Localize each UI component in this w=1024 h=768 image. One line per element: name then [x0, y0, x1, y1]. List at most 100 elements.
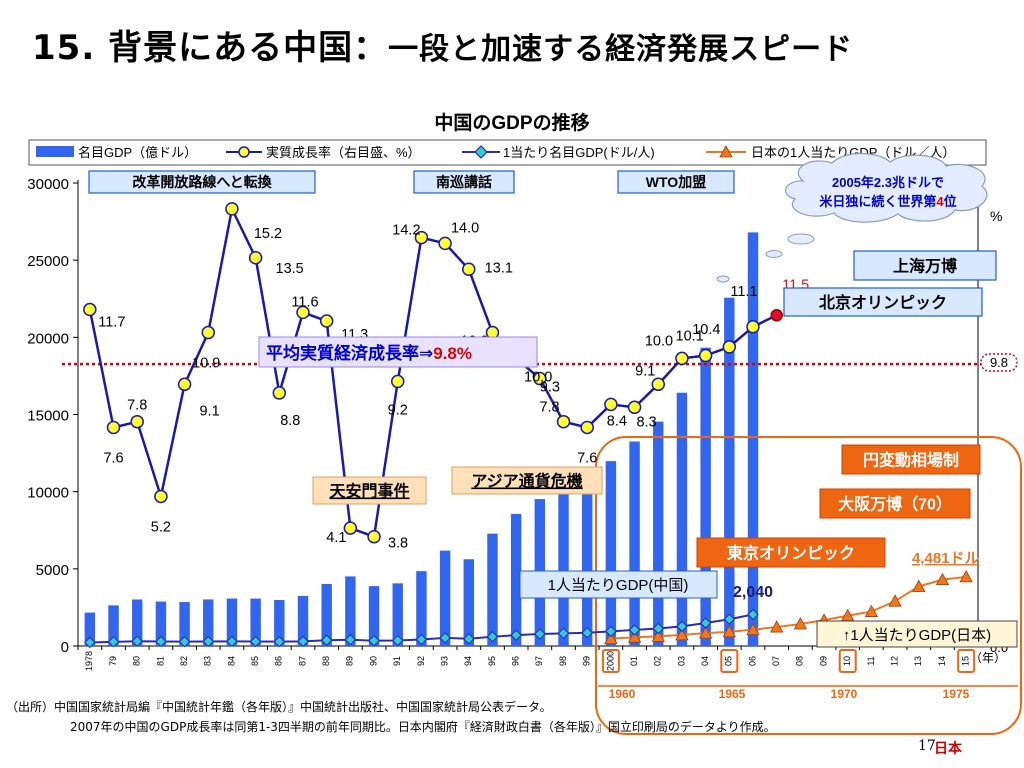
- year-highlight-box: [720, 649, 739, 673]
- gdp-bar-93: [439, 550, 451, 646]
- growth-rate-point-97: [533, 371, 547, 386]
- japan-percapita-point-08: [793, 617, 808, 630]
- china-percapita-point-01: [628, 624, 641, 636]
- china-percapita-point-97: [534, 628, 546, 640]
- japan-percapita-point-12: [888, 594, 902, 607]
- x-tick-label: 94: [463, 656, 473, 666]
- japan-percapita-point-2000: [604, 631, 618, 645]
- avg-growth-box: [258, 336, 538, 368]
- cloud-callout: [784, 152, 988, 223]
- cloud-line-2-part: 米日独に続く世界第: [819, 194, 936, 209]
- china-percapita-point-90: [368, 634, 380, 647]
- right-axis-value: 9.8: [990, 355, 1008, 370]
- gdp-bar-83: [203, 599, 214, 646]
- growth-rate-point-82: [177, 377, 192, 392]
- growth-rate-label-84: 15.2: [254, 226, 282, 242]
- growth-rate-label-90: 3.8: [388, 536, 408, 552]
- china-percapita-value: 2,040: [733, 584, 773, 601]
- cloud-tail-2: [765, 250, 783, 258]
- japan-year-label: 1975: [943, 687, 970, 701]
- japan-percapita-box: [816, 620, 1018, 648]
- gdp-bar-88: [321, 583, 332, 646]
- growth-rate-label-91: 9.2: [388, 402, 408, 418]
- x-tick-label: 10: [842, 656, 852, 666]
- growth-rate-label-92: 14.2: [392, 223, 420, 239]
- growth-rate-point-84: [225, 202, 239, 216]
- x-tick-label: 99: [582, 656, 592, 666]
- year-unit-label: （年）: [970, 651, 1006, 665]
- x-tick-label: 08: [795, 656, 805, 666]
- china-percapita-point-88: [320, 634, 333, 646]
- year-highlight-box: [838, 649, 857, 673]
- cloud-tail-3: [716, 275, 730, 283]
- china-percapita-point-87: [297, 635, 309, 648]
- x-tick-label: 96: [511, 656, 521, 666]
- growth-rate-point-89: [343, 521, 358, 535]
- china-percapita-point-92: [415, 633, 428, 646]
- year-highlight-box: [957, 649, 976, 673]
- y-tick-label: 25000: [27, 253, 69, 270]
- gdp-bar-95: [487, 533, 498, 646]
- x-tick-label: 13: [913, 656, 923, 666]
- growth-rate-point-05: [722, 340, 737, 354]
- growth-rate-point-85: [248, 251, 263, 265]
- gdp-bar-91: [392, 583, 403, 646]
- asian-crisis-label-text: アジア通貨危機: [471, 472, 582, 491]
- japan-latest-value: 4,481ドル: [912, 550, 980, 567]
- growth-rate-label-02: 9.1: [635, 363, 655, 379]
- growth-rate-point-86: [272, 386, 287, 400]
- gdp-bar-03: [676, 392, 688, 646]
- china-percapita-point-91: [392, 634, 404, 647]
- growth-rate-label-82: 9.1: [199, 403, 219, 419]
- japan-percapita-line: [610, 575, 967, 640]
- yen-float-label-text: 円変動相場制: [863, 451, 959, 470]
- china-percapita-point-83: [202, 635, 214, 648]
- gdp-bar-98: [558, 488, 569, 646]
- title-subtitle: 一段と加速する経済発展スピード: [388, 32, 854, 67]
- china-percapita-point-93: [439, 632, 451, 644]
- tiananmen-label-box: [312, 476, 427, 505]
- legend-label-nominal-gdp: 名目GDP（億ドル）: [78, 145, 197, 160]
- growth-rate-label-04: 10.1: [676, 329, 704, 345]
- x-tick-label: 1978: [84, 651, 94, 671]
- x-tick-label: 97: [534, 656, 544, 666]
- growth-rate-label-89: 4.1: [326, 530, 346, 546]
- x-tick-label: 03: [676, 656, 686, 666]
- x-tick-label: 92: [416, 656, 426, 666]
- x-tick-label: 89: [345, 656, 355, 666]
- legend-swatch-japan-marker: [719, 145, 733, 158]
- growth-rate-point-83: [201, 325, 216, 340]
- growth-rate-point-01: [627, 400, 642, 415]
- asian-crisis-label-box: [451, 466, 603, 495]
- china-percapita-point-89: [344, 634, 357, 646]
- growth-rate-point-93: [438, 236, 452, 251]
- legend-swatch-nominal-gdp: [36, 146, 74, 157]
- china-percapita-point-84: [226, 635, 238, 648]
- growth-rate-label-83: 10.9: [192, 356, 220, 372]
- growth-rate-point-87: [296, 305, 310, 320]
- gdp-bar-99: [582, 479, 593, 646]
- japan-percapita-point-13: [912, 579, 926, 592]
- x-tick-label: 2000: [605, 651, 615, 671]
- growth-rate-label-05: 10.4: [692, 322, 720, 338]
- growth-rate-point-02: [651, 377, 666, 392]
- growth-rate-label-85: 13.5: [276, 261, 304, 277]
- growth-rate-label-86: 8.8: [280, 413, 300, 429]
- growth-rate-point-94: [462, 262, 476, 277]
- x-tick-label: 11: [866, 656, 876, 665]
- growth-rate-label-99: 7.6: [577, 450, 597, 466]
- cloud-tail-1: [787, 233, 815, 245]
- gdp-bar-05: [724, 297, 735, 646]
- japan-percapita-point-05: [722, 625, 736, 638]
- right-axis-value-badge: [980, 353, 1018, 372]
- china-percapita-point-99: [581, 627, 593, 639]
- china-percapita-point-85: [249, 635, 262, 648]
- x-tick-label: 12: [889, 656, 899, 666]
- japan-percapita-point-01: [627, 630, 642, 643]
- tiananmen-label-text: 天安門事件: [329, 482, 409, 501]
- gdp-bar-02: [653, 421, 664, 646]
- x-tick-label: 85: [250, 656, 260, 666]
- gdp-bar-04: [700, 347, 711, 646]
- growth-rate-label-93: 14.0: [451, 220, 479, 236]
